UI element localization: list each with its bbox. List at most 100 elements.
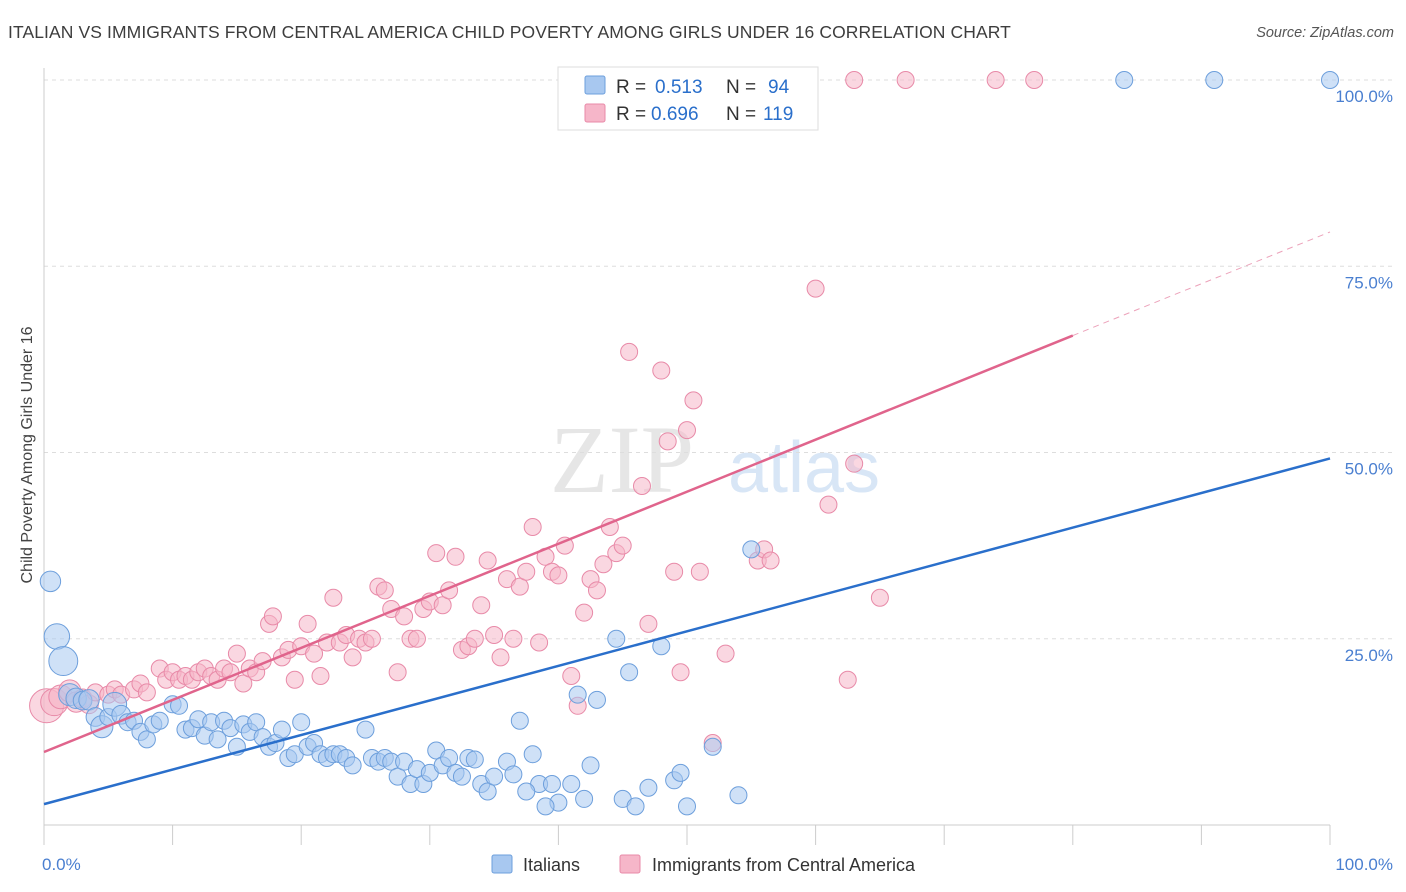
italians-point: [562, 775, 581, 794]
legend-swatch-italians: [584, 75, 606, 95]
immigrants-point: [652, 361, 671, 380]
italians-point: [39, 570, 62, 593]
trend-line-italians: [43, 457, 1331, 806]
immigrants-point: [562, 667, 581, 685]
immigrants-point: [523, 518, 542, 536]
immigrants-point: [517, 562, 536, 581]
italians-point: [1115, 71, 1134, 89]
legend-bottom-label-italians: Italians: [523, 855, 580, 875]
italians-point: [517, 782, 536, 801]
legend-n-label-italians: N =: [726, 77, 756, 98]
italians-point: [78, 689, 100, 711]
italians-point: [440, 748, 459, 767]
immigrants-point: [632, 477, 651, 496]
italians-point: [729, 786, 748, 805]
italians-point: [208, 730, 227, 749]
y-tick-label: 75.0%: [1345, 273, 1393, 292]
y-tick-labels: 25.0% 50.0% 75.0% 100.0%: [1335, 87, 1393, 665]
legend-r-value-immigrants: 0.696: [651, 104, 699, 125]
immigrants-point: [896, 71, 915, 89]
immigrants-point: [639, 614, 658, 633]
legend-r-label-italians: R =: [616, 77, 646, 98]
immigrants-point: [491, 648, 510, 667]
italians-point: [542, 775, 561, 794]
immigrants-point: [819, 495, 838, 514]
italians-point: [568, 685, 587, 704]
italians-point: [1321, 71, 1339, 89]
italians-point: [343, 756, 362, 775]
immigrants-point: [549, 566, 568, 585]
legend-n-label-immigrants: N =: [726, 104, 756, 125]
italians-point: [43, 623, 71, 650]
immigrants-point: [845, 454, 864, 473]
immigrants-point: [305, 644, 324, 663]
italians-point: [247, 713, 266, 732]
italians-point: [485, 767, 504, 786]
immigrants-point: [620, 342, 639, 361]
immigrants-point: [690, 562, 709, 581]
series-italians-points: [39, 71, 1339, 816]
immigrants-point: [838, 670, 857, 689]
italians-point: [607, 629, 626, 648]
legend-r-value-italians: 0.513: [655, 77, 703, 98]
immigrants-point: [427, 544, 446, 563]
y-tick-label: 25.0%: [1345, 646, 1393, 665]
y-tick-label: 100.0%: [1335, 87, 1393, 106]
immigrants-point: [388, 663, 407, 682]
immigrants-point: [485, 626, 504, 645]
italians-point: [626, 797, 645, 816]
immigrants-point: [716, 644, 735, 663]
italians-point: [272, 720, 291, 739]
chart-title: ITALIAN VS IMMIGRANTS FROM CENTRAL AMERI…: [8, 22, 1011, 42]
immigrants-point: [343, 648, 362, 667]
trend-line-immigrants-extension: [1072, 231, 1331, 336]
italians-point: [356, 720, 375, 739]
immigrants-point: [684, 391, 703, 410]
italians-point: [478, 782, 497, 801]
italians-point: [452, 767, 471, 786]
immigrants-point: [263, 607, 282, 626]
legend-stats: R = 0.513 N = 94 R = 0.696 N = 119: [557, 66, 819, 131]
legend-swatch-immigrants: [584, 103, 606, 123]
immigrants-point: [234, 674, 253, 693]
x-tick-labels: 0.0% 100.0%: [42, 855, 1393, 874]
immigrants-point: [678, 421, 696, 440]
source-label: Source: ZipAtlas.com: [1256, 25, 1394, 41]
italians-point: [510, 711, 529, 730]
immigrants-point: [465, 629, 484, 648]
immigrants-point: [362, 629, 381, 648]
immigrants-point: [665, 562, 684, 581]
immigrants-point: [1025, 71, 1044, 89]
immigrants-point: [658, 432, 677, 451]
immigrants-point: [478, 551, 497, 570]
italians-point: [504, 765, 523, 784]
immigrants-point: [510, 577, 529, 596]
legend-n-value-italians: 94: [768, 77, 790, 98]
immigrants-point: [395, 607, 414, 626]
y-tick-label: 50.0%: [1345, 460, 1393, 479]
immigrants-point: [530, 633, 549, 652]
immigrants-point: [575, 603, 594, 622]
italians-point: [742, 540, 761, 559]
immigrants-point: [298, 614, 317, 633]
immigrants-point: [671, 663, 690, 682]
series-immigrants-points: [29, 71, 1044, 753]
immigrants-point: [761, 551, 780, 570]
legend-bottom-swatch-italians: [491, 854, 513, 874]
trend-line-immigrants: [43, 334, 1074, 754]
immigrants-point: [504, 629, 523, 648]
italians-point: [620, 663, 639, 682]
italians-point: [465, 750, 484, 769]
legend-bottom-swatch-immigrants: [619, 854, 641, 874]
immigrants-point: [375, 581, 394, 600]
immigrants-point: [137, 683, 156, 702]
immigrants-point: [227, 644, 246, 663]
x-tick-label: 100.0%: [1335, 855, 1393, 874]
italians-point: [1205, 71, 1224, 89]
immigrants-point: [472, 596, 491, 615]
legend-r-label-immigrants: R =: [616, 104, 646, 125]
italians-point: [137, 730, 156, 749]
x-tick-label: 0.0%: [42, 855, 81, 874]
grid: [44, 79, 1395, 640]
